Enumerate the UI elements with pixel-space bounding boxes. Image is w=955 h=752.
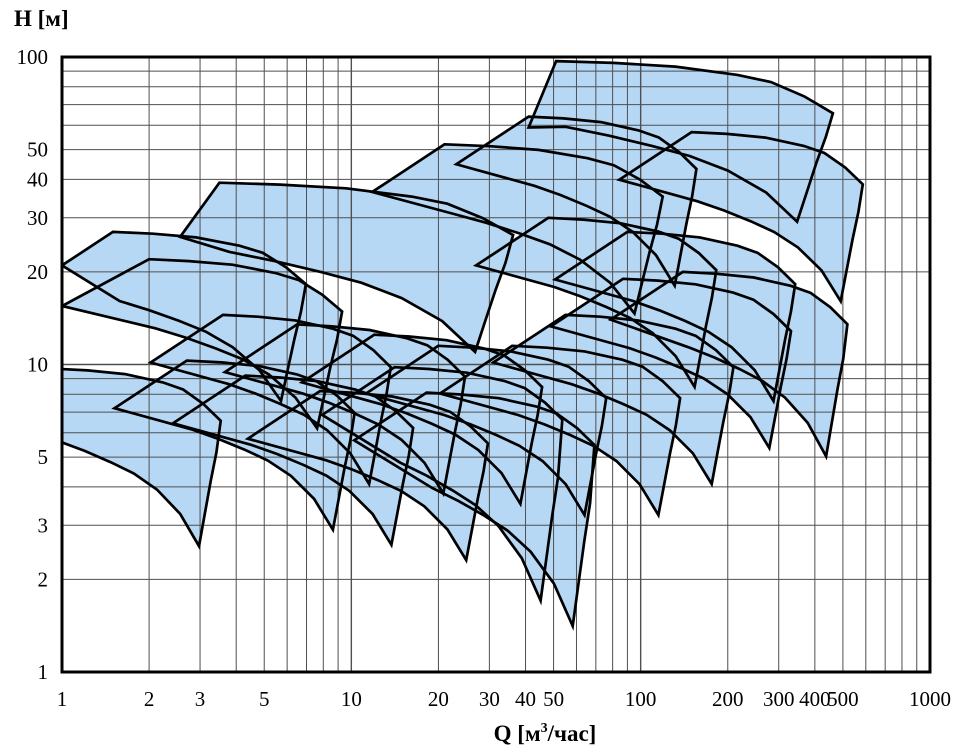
pump-field-outline <box>62 230 308 405</box>
y-axis-tick-labels: 1 2 3 5 10 20 30 40 50 100 <box>17 45 49 684</box>
pump-field-outline <box>319 365 564 606</box>
pump-field-outline <box>472 216 718 391</box>
y-tick-label: 10 <box>27 353 48 377</box>
x-tick-label: 50 <box>543 687 564 711</box>
pump-field-outline <box>436 344 682 519</box>
pump-field-outline <box>111 359 357 534</box>
pump-field-outline <box>453 115 698 290</box>
pump-field-outline <box>547 277 793 452</box>
pump-field-outline <box>244 389 490 564</box>
plot-border <box>60 55 932 674</box>
x-tick-label: 40 <box>515 687 536 711</box>
y-axis-title: H [м] <box>14 6 69 31</box>
pump-field-outline <box>489 313 735 488</box>
x-tick-label: 200 <box>712 687 744 711</box>
y-tick-label: 3 <box>38 513 49 537</box>
pump-field-outline <box>169 374 415 549</box>
x-tick-label: 1 <box>57 687 68 711</box>
x-tick-label: 400 <box>799 687 831 711</box>
y-tick-label: 50 <box>27 138 48 162</box>
pump-field-fills <box>62 61 863 626</box>
y-tick-label: 1 <box>38 660 49 684</box>
pump-field-outline <box>351 391 596 631</box>
pump-field-outline <box>62 257 344 432</box>
y-tick-label: 100 <box>17 45 49 69</box>
pump-field-outline <box>526 59 835 225</box>
x-tick-label: 100 <box>625 687 657 711</box>
x-tick-label: 3 <box>195 687 206 711</box>
pump-field-fill <box>372 144 663 314</box>
y-tick-label: 20 <box>27 260 48 284</box>
pump-field-outline <box>616 130 865 305</box>
pump-field-outline <box>368 142 665 317</box>
x-tick-label: 300 <box>763 687 795 711</box>
y-tick-label: 2 <box>38 567 49 591</box>
x-tick-label: 5 <box>259 687 270 711</box>
pump-field-fill <box>180 182 514 352</box>
pump-field-outline <box>607 270 849 461</box>
x-tick-label: 1000 <box>909 687 951 711</box>
x-tick-label: 10 <box>341 687 362 711</box>
y-tick-label: 30 <box>27 206 48 230</box>
x-tick-label: 2 <box>144 687 155 711</box>
x-tick-label: 30 <box>479 687 500 711</box>
x-tick-label: 500 <box>827 687 859 711</box>
pump-field-outline <box>62 367 223 550</box>
y-tick-label: 5 <box>38 445 49 469</box>
x-axis-title: Q [м3/час] <box>494 721 597 746</box>
pump-field-outline <box>551 230 797 405</box>
x-tick-label: 20 <box>428 687 449 711</box>
pump-field-outlines <box>62 59 865 631</box>
y-tick-label: 40 <box>27 167 48 191</box>
pump-field-outline <box>221 323 467 498</box>
pump-field-fill <box>62 259 343 429</box>
